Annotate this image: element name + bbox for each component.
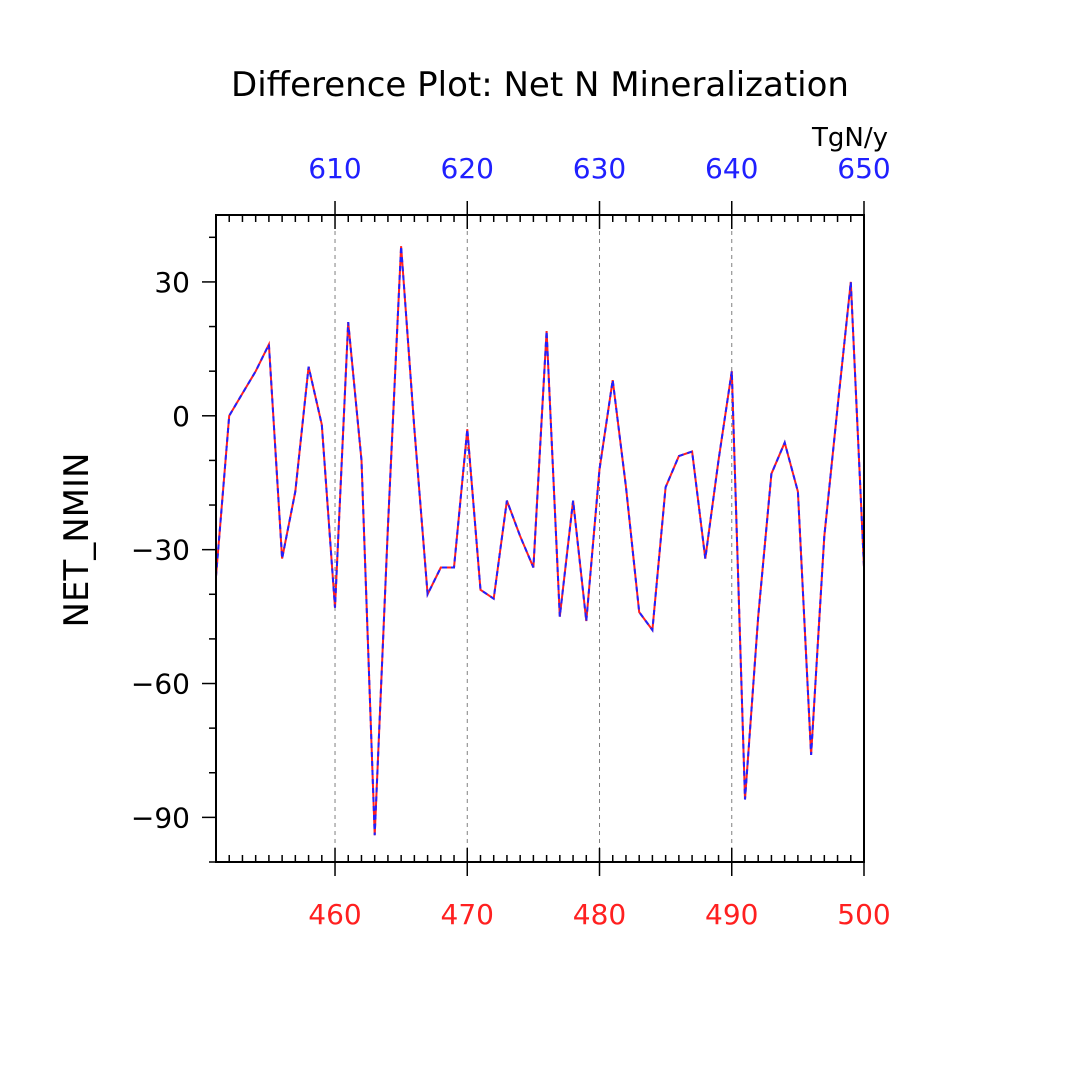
top-tick-label: 610 xyxy=(308,152,361,185)
y-tick-label: −90 xyxy=(131,801,190,834)
bottom-tick-label: 500 xyxy=(837,898,890,931)
bottom-tick-label: 490 xyxy=(705,898,758,931)
top-tick-label: 630 xyxy=(573,152,626,185)
y-tick-label: 30 xyxy=(154,266,190,299)
bottom-tick-label: 470 xyxy=(441,898,494,931)
grid-lines xyxy=(334,215,733,862)
y-tick-label: −60 xyxy=(131,668,190,701)
top-tick-label: 650 xyxy=(837,152,890,185)
top-tick-label: 620 xyxy=(441,152,494,185)
y-tick-label: −30 xyxy=(131,534,190,567)
axes: 460 470 480 490 500 610 620 630 640 650 30 0 −30 −60 −… xyxy=(131,152,891,931)
y-axis-label: NET_NMIN xyxy=(57,453,97,628)
plot-frame xyxy=(215,214,865,863)
bottom-tick-label: 460 xyxy=(308,898,361,931)
series-line-2 xyxy=(215,246,865,836)
chart-title: Difference Plot: Net N Mineralization xyxy=(231,65,849,105)
bottom-tick-label: 480 xyxy=(573,898,626,931)
top-tick-label: 640 xyxy=(705,152,758,185)
units-label: TgN/y xyxy=(811,123,888,153)
series-lines xyxy=(215,246,865,836)
y-tick-label: 0 xyxy=(172,400,190,433)
series-line-1 xyxy=(215,246,865,836)
